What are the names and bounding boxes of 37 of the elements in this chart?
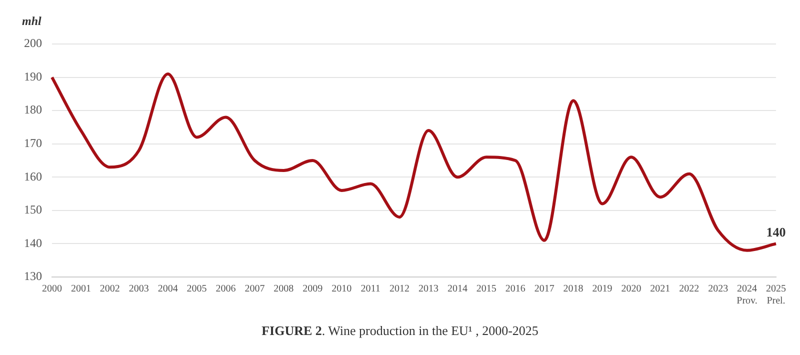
x-tick-label: 2013 [418, 284, 438, 295]
y-tick-label: 130 [24, 269, 42, 284]
x-tick-label: 2008 [274, 284, 294, 295]
x-tick-label: 2012 [390, 284, 410, 295]
x-tick-label: 2003 [128, 284, 149, 295]
x-tick-label: 2009 [302, 284, 323, 295]
data-label: 140 [766, 224, 786, 240]
y-tick-label: 200 [24, 36, 42, 50]
x-tick-label: 2023 [708, 284, 728, 295]
x-tick-label: 2014 [447, 284, 468, 295]
y-tick-label: 180 [24, 102, 42, 117]
x-tick-label: 2006 [216, 284, 236, 295]
x-tick-label: 2017 [534, 284, 554, 295]
y-axis-title: mhl [22, 14, 42, 28]
text: FIGURE 2. Wine production in the EU¹ , 2000-2025 [262, 323, 538, 338]
x-tick-label: 2007 [244, 284, 265, 295]
y-tick-label: 150 [24, 202, 42, 217]
x-tick-label: 2024 Prov. [736, 284, 758, 307]
y-tick-label: 140 [24, 236, 42, 250]
x-tick-label: 2019 [592, 284, 612, 295]
x-tick-label: 2018 [563, 284, 584, 295]
x-tick-label: 2025 Prel. [766, 284, 786, 307]
x-tick-label: 2015 [476, 284, 496, 295]
x-tick-label: 2010 [332, 284, 352, 295]
x-tick-label: 2004 [158, 284, 178, 295]
y-tick-label: 170 [24, 136, 42, 150]
x-tick-label: 2022 [679, 284, 700, 295]
y-tick-label: 190 [24, 69, 42, 84]
x-tick-label: 2020 [621, 284, 642, 295]
x-tick-label: 2005 [186, 284, 207, 295]
x-tick-label: 2000 [42, 284, 62, 295]
x-tick-label: 2016 [505, 284, 526, 295]
x-tick-label: 2011 [360, 284, 380, 295]
y-tick-label: 160 [24, 169, 42, 184]
x-tick-label: 2021 [650, 284, 670, 295]
x-tick-label: 2001 [70, 284, 91, 295]
x-tick-label: 2002 [100, 284, 120, 295]
